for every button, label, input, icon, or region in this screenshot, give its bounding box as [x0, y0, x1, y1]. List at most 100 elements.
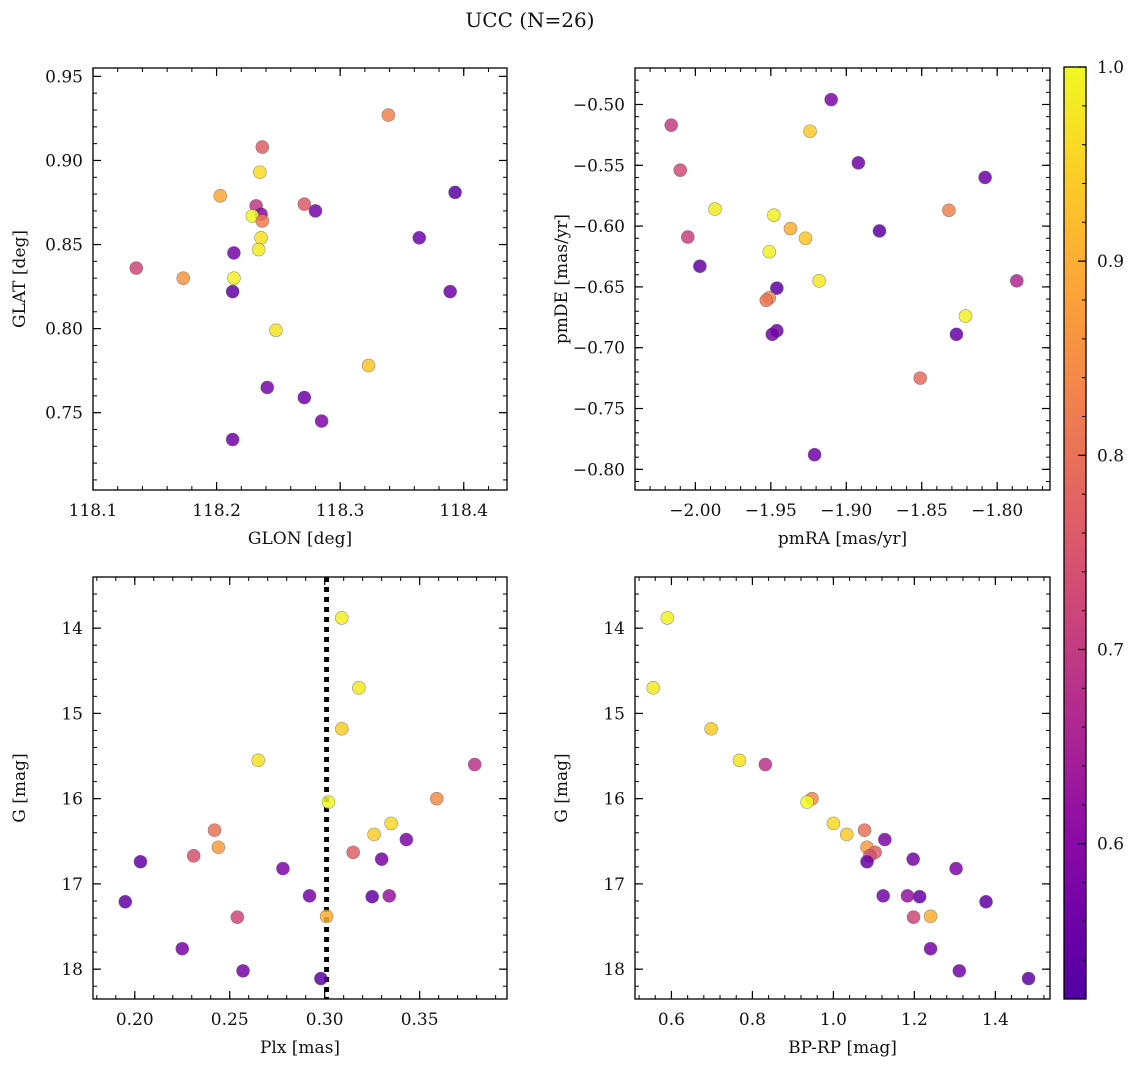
- scatter-point: [254, 231, 268, 245]
- scatter-panel-1: 118.1 118.2 118.3 118.4 0.95 0.90 0.85 0.80 0.75…: [10, 67, 508, 549]
- scatter-point: [276, 861, 290, 876]
- scatter-point: [236, 964, 250, 978]
- scatter-point: [176, 271, 191, 285]
- scatter-point: [912, 889, 927, 904]
- x-tick-label: 0.25: [211, 1010, 249, 1030]
- y-tick-label: 18: [61, 960, 83, 980]
- scatter-point: [467, 757, 482, 772]
- y-tick-label: −0.70: [573, 339, 625, 359]
- scatter-point: [839, 827, 854, 842]
- scatter-point: [923, 941, 938, 956]
- x-tick-label: 1.4: [982, 1010, 1009, 1030]
- y-tick-label: 0.90: [45, 151, 83, 171]
- scatter-point: [906, 910, 921, 924]
- x-tick-label: 0.30: [306, 1010, 344, 1030]
- scatter-point: [949, 861, 963, 876]
- x-tick-label: −1.80: [971, 501, 1023, 521]
- y-tick-label: 14: [603, 619, 625, 639]
- axis-ticks: 0.20 0.25 0.30 0.35 14 15 16 17 18: [61, 576, 507, 1030]
- x-tick-label: 0.35: [401, 1010, 439, 1030]
- y-tick-label: 15: [61, 704, 83, 724]
- scatter-point: [253, 165, 267, 180]
- colorbar: 1.0 0.9 0.8 0.7 0.6: [1063, 58, 1124, 1000]
- y-axis-label: pmDE [mas/yr]: [552, 214, 572, 344]
- x-tick-label: −1.85: [896, 501, 948, 521]
- scatter-point: [230, 910, 245, 924]
- scatter-point: [346, 845, 360, 860]
- scatter-point: [732, 753, 747, 768]
- scatter-point: [1021, 971, 1036, 986]
- scatter-point: [302, 889, 317, 903]
- axis-ticks: −2.00 −1.95 −1.90 −1.85 −1.80 −0.50 −0.55 −0.60…: [573, 67, 1050, 521]
- x-tick-label: −1.95: [745, 501, 797, 521]
- scatter-point: [758, 757, 773, 772]
- scatter-point: [660, 611, 675, 625]
- scatter-point: [958, 309, 973, 323]
- scatter-point: [211, 840, 226, 855]
- axes-frame: [634, 576, 1051, 1000]
- x-axis-label: GLON [deg]: [248, 529, 352, 549]
- x-tick-label: −1.90: [820, 501, 872, 521]
- scatter-point: [255, 214, 270, 228]
- y-axis-label: G [mag]: [552, 753, 572, 822]
- panels: 118.1 118.2 118.3 118.4 0.95 0.90 0.85 0.80 0.75…: [10, 67, 1051, 1058]
- axes-frame: [92, 576, 508, 1000]
- colorbar-gradient: [1064, 67, 1086, 999]
- scatter-point: [812, 274, 826, 288]
- axis-ticks: 118.1 118.2 118.3 118.4 0.95 0.90 0.85 0.80 0.75: [45, 67, 507, 521]
- scatter-point: [448, 185, 462, 200]
- y-tick-label: 16: [603, 790, 625, 810]
- scatter-panel-3: 0.20 0.25 0.30 0.35 14 15 16 17 18 Plx [mas] G [ma…: [10, 576, 508, 1058]
- y-tick-label: −0.55: [573, 156, 625, 176]
- scatter-point: [770, 281, 784, 295]
- y-tick-label: 0.85: [45, 236, 83, 256]
- scatter-point: [765, 327, 780, 342]
- scatter-point: [783, 221, 798, 236]
- scatter-points: [129, 108, 462, 447]
- scatter-point: [681, 230, 695, 244]
- scatter-point: [227, 246, 241, 260]
- scatter-point: [297, 197, 312, 211]
- x-axis-label: pmRA [mas/yr]: [778, 529, 907, 549]
- scatter-point: [708, 202, 722, 216]
- scatter-point: [412, 231, 427, 245]
- scatter-point: [255, 140, 270, 154]
- scatter-point: [399, 832, 414, 847]
- scatter-point: [207, 823, 222, 838]
- scatter-point: [227, 271, 241, 285]
- scatter-points: [664, 92, 1024, 462]
- y-tick-label: 18: [603, 960, 625, 980]
- scatter-point: [384, 816, 398, 831]
- scatter-point: [269, 323, 283, 338]
- colorbar-tick-label: 1.0: [1097, 58, 1124, 78]
- axes-frame: [92, 67, 508, 491]
- scatter-point: [443, 284, 457, 299]
- scatter-point: [118, 895, 133, 909]
- scatter-point: [225, 432, 240, 447]
- scatter-point: [767, 208, 781, 222]
- scatter-point: [900, 889, 915, 903]
- scatter-point: [800, 795, 814, 809]
- scatter-point: [175, 941, 190, 956]
- scatter-point: [260, 380, 275, 395]
- figure-title: UCC (N=26): [465, 8, 594, 32]
- colorbar-frame: [1063, 66, 1087, 1000]
- scatter-point: [860, 854, 874, 869]
- scatter-point: [826, 816, 841, 831]
- x-tick-label: 118.4: [439, 501, 488, 521]
- scatter-point: [308, 204, 323, 218]
- scatter-point: [913, 371, 928, 385]
- x-tick-label: −2.00: [669, 501, 721, 521]
- scatter-point: [352, 681, 366, 695]
- scatter-point: [314, 414, 329, 428]
- y-tick-label: 16: [61, 790, 83, 810]
- colorbar-tick-label: 0.9: [1097, 252, 1124, 272]
- scatter-point: [314, 971, 328, 986]
- scatter-point: [374, 852, 389, 866]
- scatter-point: [824, 92, 838, 107]
- x-tick-label: 118.3: [316, 501, 365, 521]
- axis-ticks: 0.6 0.8 1.0 1.2 1.4 14 15 16 17 18: [603, 576, 1050, 1030]
- scatter-point: [319, 909, 334, 924]
- scatter-point: [321, 795, 336, 809]
- scatter-point: [251, 753, 266, 768]
